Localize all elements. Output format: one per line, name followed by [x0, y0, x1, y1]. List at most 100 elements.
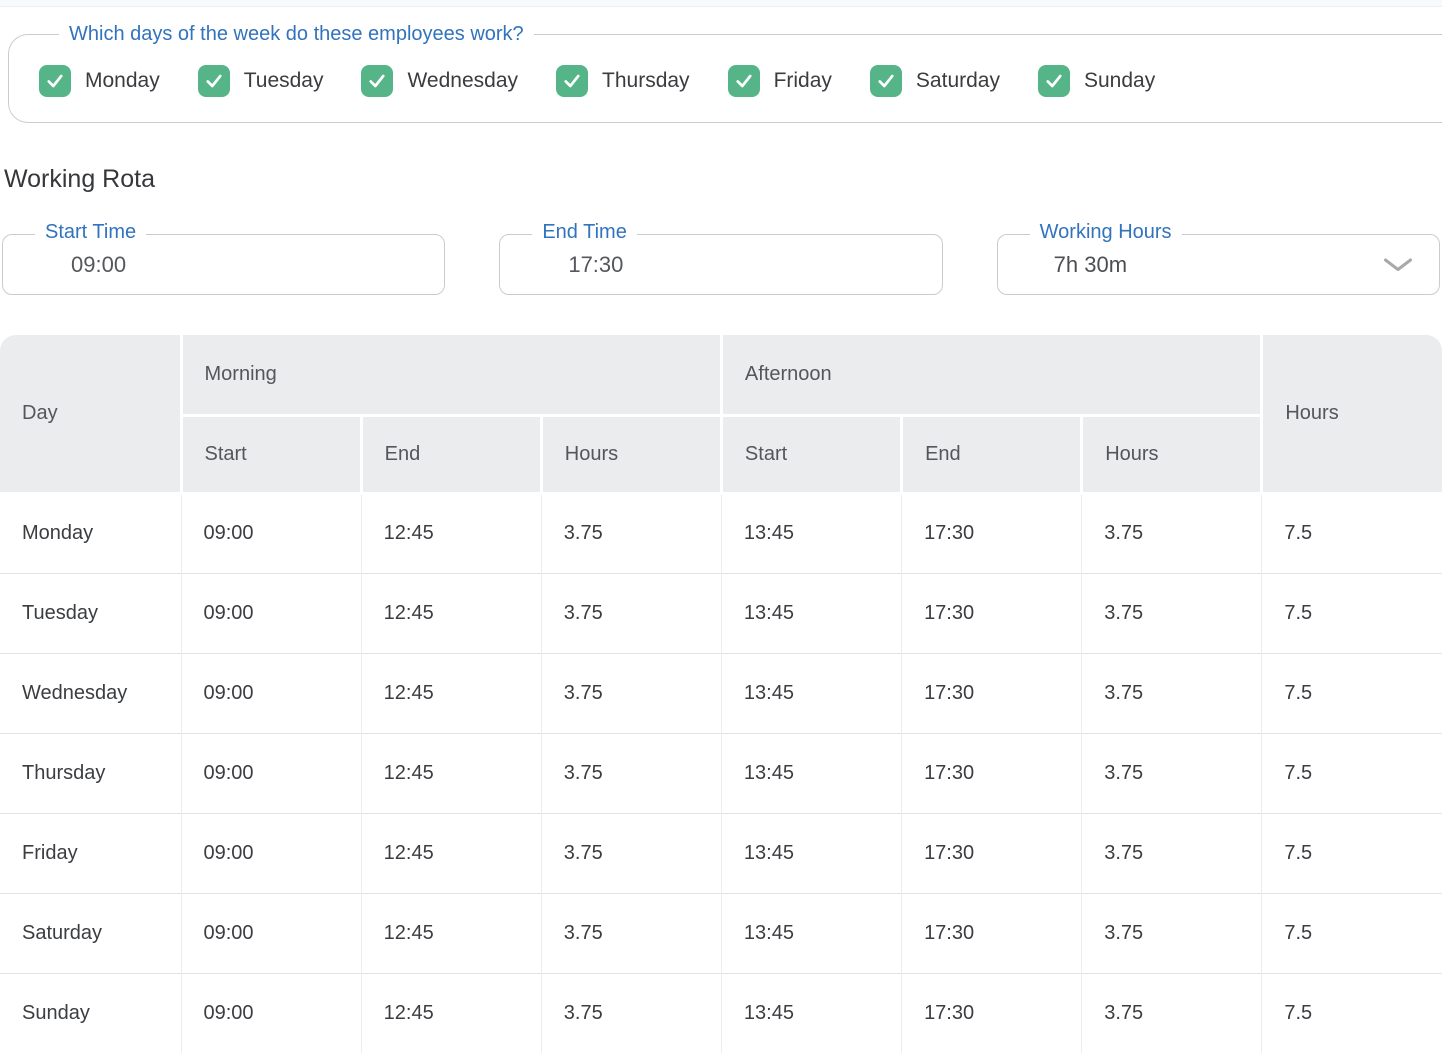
day-checkbox-label: Saturday — [915, 69, 1000, 92]
workdays-checkbox-group: Monday Tuesday Wednesday Thursday Friday… — [39, 65, 1442, 97]
afternoon-hours-cell: 3.75 — [1081, 732, 1262, 813]
afternoon-hours-cell: 3.75 — [1081, 652, 1262, 733]
column-header-morning-end: End — [359, 413, 543, 495]
column-header-morning-start: Start — [179, 413, 363, 495]
table-row-monday: Monday 09:00 12:45 3.75 13:45 17:30 3.75… — [0, 492, 1442, 573]
day-cell: Monday — [0, 492, 181, 573]
day-checkbox-label: Monday — [85, 69, 160, 92]
morning-hours-cell: 3.75 — [540, 652, 722, 733]
checked-checkbox-icon[interactable] — [727, 65, 760, 97]
afternoon-end-cell: 17:30 — [901, 972, 1082, 1053]
morning-end-cell: 12:45 — [360, 812, 542, 893]
morning-start-cell: 09:00 — [180, 892, 362, 973]
afternoon-end-cell: 17:30 — [901, 652, 1082, 733]
afternoon-start-cell: 13:45 — [720, 812, 902, 893]
day-checkbox-item-saturday[interactable]: Saturday — [869, 65, 1000, 97]
end-time-field[interactable]: End Time — [499, 221, 943, 295]
column-group-afternoon: Afternoon — [719, 335, 1264, 417]
table-row-tuesday: Tuesday 09:00 12:45 3.75 13:45 17:30 3.7… — [0, 572, 1442, 653]
morning-hours-cell: 3.75 — [540, 892, 722, 973]
column-header-afternoon-hours: Hours — [1080, 413, 1264, 495]
afternoon-end-cell: 17:30 — [901, 492, 1082, 573]
total-hours-cell: 7.5 — [1261, 572, 1442, 653]
page-title: Working Rota — [4, 165, 155, 193]
day-cell: Thursday — [0, 732, 181, 813]
day-checkbox-label: Sunday — [1083, 69, 1156, 92]
table-row-sunday: Sunday 09:00 12:45 3.75 13:45 17:30 3.75… — [0, 972, 1442, 1053]
column-header-day: Day — [0, 335, 183, 495]
day-checkbox-label: Friday — [773, 69, 832, 92]
afternoon-hours-cell: 3.75 — [1081, 492, 1262, 573]
afternoon-end-cell: 17:30 — [901, 812, 1082, 893]
total-hours-cell: 7.5 — [1261, 812, 1442, 893]
column-header-total-hours: Hours — [1260, 335, 1442, 495]
chevron-down-icon — [1383, 257, 1413, 272]
afternoon-start-cell: 13:45 — [720, 492, 902, 573]
column-header-morning-hours: Hours — [539, 413, 723, 495]
top-divider — [0, 0, 1442, 7]
day-checkbox-label: Thursday — [602, 69, 690, 92]
afternoon-start-cell: 13:45 — [720, 972, 902, 1053]
column-group-morning: Morning — [179, 335, 723, 417]
morning-hours-cell: 3.75 — [540, 732, 722, 813]
working-hours-value: 7h 30m — [1053, 252, 1128, 277]
morning-hours-cell: 3.75 — [540, 572, 722, 653]
checked-checkbox-icon[interactable] — [556, 65, 589, 97]
table-row-thursday: Thursday 09:00 12:45 3.75 13:45 17:30 3.… — [0, 732, 1442, 813]
morning-start-cell: 09:00 — [180, 732, 362, 813]
table-row-saturday: Saturday 09:00 12:45 3.75 13:45 17:30 3.… — [0, 892, 1442, 973]
afternoon-start-cell: 13:45 — [720, 892, 902, 973]
afternoon-start-cell: 13:45 — [720, 732, 902, 813]
morning-start-cell: 09:00 — [180, 572, 362, 653]
checked-checkbox-icon[interactable] — [197, 65, 230, 97]
morning-end-cell: 12:45 — [360, 892, 542, 973]
day-checkbox-item-sunday[interactable]: Sunday — [1037, 65, 1156, 97]
total-hours-cell: 7.5 — [1261, 492, 1442, 573]
afternoon-hours-cell: 3.75 — [1081, 812, 1262, 893]
day-checkbox-item-friday[interactable]: Friday — [727, 65, 832, 97]
morning-start-cell: 09:00 — [180, 492, 362, 573]
day-checkbox-item-wednesday[interactable]: Wednesday — [361, 65, 518, 97]
afternoon-end-cell: 17:30 — [901, 892, 1082, 973]
checked-checkbox-icon[interactable] — [869, 65, 902, 97]
afternoon-start-cell: 13:45 — [720, 572, 902, 653]
workdays-question-label: Which days of the week do these employee… — [69, 23, 524, 45]
start-time-label: Start Time — [35, 221, 147, 244]
morning-hours-cell: 3.75 — [540, 972, 722, 1053]
end-time-label: End Time — [532, 221, 637, 244]
afternoon-end-cell: 17:30 — [901, 572, 1082, 653]
afternoon-end-cell: 17:30 — [901, 732, 1082, 813]
morning-end-cell: 12:45 — [360, 652, 542, 733]
column-header-afternoon-start: Start — [719, 413, 904, 495]
total-hours-cell: 7.5 — [1261, 652, 1442, 733]
day-checkbox-item-monday[interactable]: Monday — [39, 65, 160, 97]
morning-end-cell: 12:45 — [360, 572, 542, 653]
table-row-wednesday: Wednesday 09:00 12:45 3.75 13:45 17:30 3… — [0, 652, 1442, 733]
workdays-fieldset: Which days of the week do these employee… — [8, 23, 1442, 123]
morning-start-cell: 09:00 — [180, 812, 362, 893]
checked-checkbox-icon[interactable] — [39, 65, 71, 97]
day-checkbox-label: Tuesday — [243, 69, 324, 92]
day-checkbox-item-tuesday[interactable]: Tuesday — [197, 65, 324, 97]
start-time-field[interactable]: Start Time — [2, 221, 446, 295]
morning-hours-cell: 3.75 — [540, 812, 722, 893]
end-time-input[interactable] — [500, 235, 942, 294]
afternoon-hours-cell: 3.75 — [1081, 972, 1262, 1053]
start-time-input[interactable] — [3, 235, 445, 294]
morning-hours-cell: 3.75 — [540, 492, 722, 573]
checked-checkbox-icon[interactable] — [361, 65, 394, 97]
table-row-friday: Friday 09:00 12:45 3.75 13:45 17:30 3.75… — [0, 812, 1442, 893]
total-hours-cell: 7.5 — [1261, 972, 1442, 1053]
checked-checkbox-icon[interactable] — [1037, 65, 1070, 97]
day-cell: Friday — [0, 812, 181, 893]
day-checkbox-item-thursday[interactable]: Thursday — [556, 65, 690, 97]
day-cell: Sunday — [0, 972, 181, 1053]
morning-end-cell: 12:45 — [360, 732, 542, 813]
working-hours-label: Working Hours — [1029, 221, 1182, 244]
afternoon-hours-cell: 3.75 — [1081, 892, 1262, 973]
column-header-afternoon-end: End — [900, 413, 1084, 495]
working-hours-select[interactable]: Working Hours 7h 30m — [996, 221, 1440, 295]
day-cell: Wednesday — [0, 652, 181, 733]
morning-end-cell: 12:45 — [360, 972, 542, 1053]
afternoon-start-cell: 13:45 — [720, 652, 902, 733]
